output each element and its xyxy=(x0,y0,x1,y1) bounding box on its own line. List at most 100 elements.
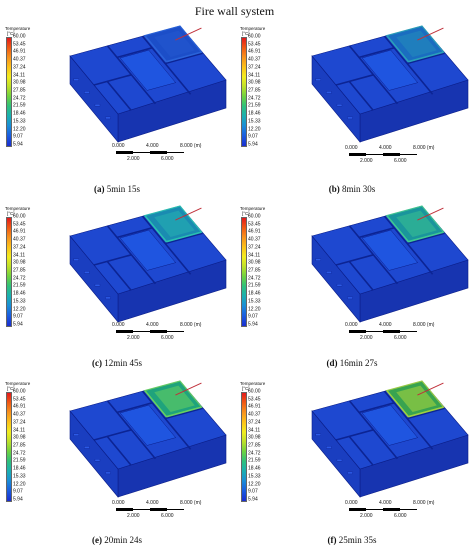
fire-wall xyxy=(144,35,168,63)
scale-segment xyxy=(383,330,400,333)
panel-caption: (f) 25min 35s xyxy=(235,535,469,545)
legend-tick-label: 5.94 xyxy=(13,321,23,328)
fire-room-heat xyxy=(154,30,195,57)
scale-label: 6.000 xyxy=(161,335,174,341)
legend-tick-label: 21.59 xyxy=(248,282,261,289)
interior-wall xyxy=(164,407,203,420)
panel-time: 5min 15s xyxy=(104,184,140,194)
wall-opening xyxy=(94,284,101,287)
scale-label: 2.000 xyxy=(127,156,140,162)
building-model xyxy=(69,380,227,498)
legend-tick-label: 37.24 xyxy=(248,419,261,426)
scale-label: 6.000 xyxy=(394,335,407,341)
legend-tick-label: 37.24 xyxy=(248,244,261,251)
wall-opening xyxy=(73,433,79,436)
scale-label: 4.000 xyxy=(379,322,392,328)
legend-tick-label: 46.91 xyxy=(13,228,26,235)
legend-tick-label: 15.33 xyxy=(248,473,261,480)
interior-wall xyxy=(116,402,153,414)
legend-tick-label: 12.20 xyxy=(248,481,261,488)
scale-label: 0.000 xyxy=(112,143,125,149)
scale-label: 4.000 xyxy=(146,322,159,328)
legend-tick-label: 5.94 xyxy=(248,141,258,148)
legend-tick-label: 15.33 xyxy=(13,298,26,305)
interior-wall xyxy=(116,227,153,239)
wall-opening xyxy=(326,91,332,94)
scale-bar: 0.000 4.000 8.000 (m) 2.000 6.000 xyxy=(345,500,455,524)
central-room xyxy=(361,404,419,446)
legend-tick-label: 12.20 xyxy=(248,306,261,313)
scale-segment xyxy=(116,151,133,154)
scale-bar: 0.000 4.000 8.000 (m) 2.000 6.000 xyxy=(112,143,222,167)
temperature-legend: Temperature [°C] 60.00 53.45 46.91 40.37 37.24… xyxy=(5,381,45,502)
interior-wall xyxy=(141,215,192,275)
legend-title: Temperature xyxy=(5,381,31,386)
scale-segment xyxy=(383,508,400,511)
central-room xyxy=(119,404,177,446)
fire-wall xyxy=(166,51,202,63)
fire-wall xyxy=(408,406,444,418)
panel-6: Temperature [°C] 60.00 53.45 46.91 40.37 37.24… xyxy=(235,373,469,555)
wall-opening xyxy=(84,91,90,94)
building-model xyxy=(311,380,469,498)
legend-tick-label: 60.00 xyxy=(13,388,26,395)
wall-opening xyxy=(326,446,332,449)
fire-wall xyxy=(166,231,202,243)
legend-tick-label: 18.46 xyxy=(248,290,261,297)
scale-label: 2.000 xyxy=(360,513,373,519)
wall-opening xyxy=(105,296,111,300)
legend-tick-label: 30.98 xyxy=(13,434,26,441)
color-scale-bar xyxy=(6,392,12,502)
central-room xyxy=(361,229,419,271)
interior-wall xyxy=(93,74,132,86)
scale-label: 6.000 xyxy=(161,513,174,519)
legend-tick-label: 21.59 xyxy=(13,282,26,289)
scale-label: 4.000 xyxy=(146,500,159,506)
interior-wall xyxy=(348,260,374,291)
central-room xyxy=(119,229,177,271)
legend-tick-label: 12.20 xyxy=(13,306,26,313)
legend-unit: [°C] xyxy=(242,386,250,391)
wall-opening xyxy=(347,116,353,120)
scale-segment xyxy=(150,508,167,511)
legend-title: Temperature xyxy=(5,26,31,31)
fire-wall xyxy=(386,35,410,63)
wall-opening xyxy=(84,446,90,449)
color-scale-bar xyxy=(241,392,247,502)
legend-tick-label: 18.46 xyxy=(13,290,26,297)
temperature-legend: Temperature [°C] 60.00 53.45 46.91 40.37 37.24… xyxy=(240,26,280,148)
panel-time: 20min 24s xyxy=(101,535,142,545)
scale-bar: 0.000 4.000 8.000 (m) 2.000 6.000 xyxy=(345,145,455,169)
scale-bar: 0.000 4.000 8.000 (m) 2.000 6.000 xyxy=(345,322,455,346)
interior-wall xyxy=(141,390,192,450)
wall-opening xyxy=(94,459,101,462)
legend-tick-label: 30.98 xyxy=(13,259,26,266)
legend-tick-label: 53.45 xyxy=(248,396,261,403)
legend-tick-label: 27.85 xyxy=(248,442,261,449)
panel-4: Temperature [°C] 60.00 53.45 46.91 40.37 37.24… xyxy=(235,198,469,380)
interior-wall xyxy=(335,429,374,441)
panel-letter: (d) xyxy=(326,358,338,368)
interior-wall xyxy=(358,47,395,59)
legend-tick-label: 40.37 xyxy=(13,411,26,418)
legend-tick-label: 53.45 xyxy=(248,221,261,228)
interior-wall xyxy=(348,80,374,111)
fire-room-heat xyxy=(154,385,195,412)
legend-tick-label: 27.85 xyxy=(248,267,261,274)
legend-tick-label: 12.20 xyxy=(248,126,261,133)
interior-wall xyxy=(348,435,374,466)
fire-wall xyxy=(144,215,168,243)
interior-wall xyxy=(93,429,132,441)
legend-tick-label: 27.85 xyxy=(13,87,26,94)
scale-segment xyxy=(116,330,133,333)
temperature-legend: Temperature [°C] 60.00 53.45 46.91 40.37 37.24… xyxy=(5,26,45,147)
legend-tick-label: 18.46 xyxy=(13,110,26,117)
legend-tick-label: 27.85 xyxy=(248,87,261,94)
central-room xyxy=(361,49,419,91)
scale-label: 0.000 xyxy=(345,322,358,328)
legend-tick-label: 9.07 xyxy=(248,488,258,495)
legend-unit: [°C] xyxy=(242,31,250,36)
scale-segment xyxy=(349,508,366,511)
color-scale-bar xyxy=(6,37,12,147)
legend-title: Temperature xyxy=(240,381,266,386)
